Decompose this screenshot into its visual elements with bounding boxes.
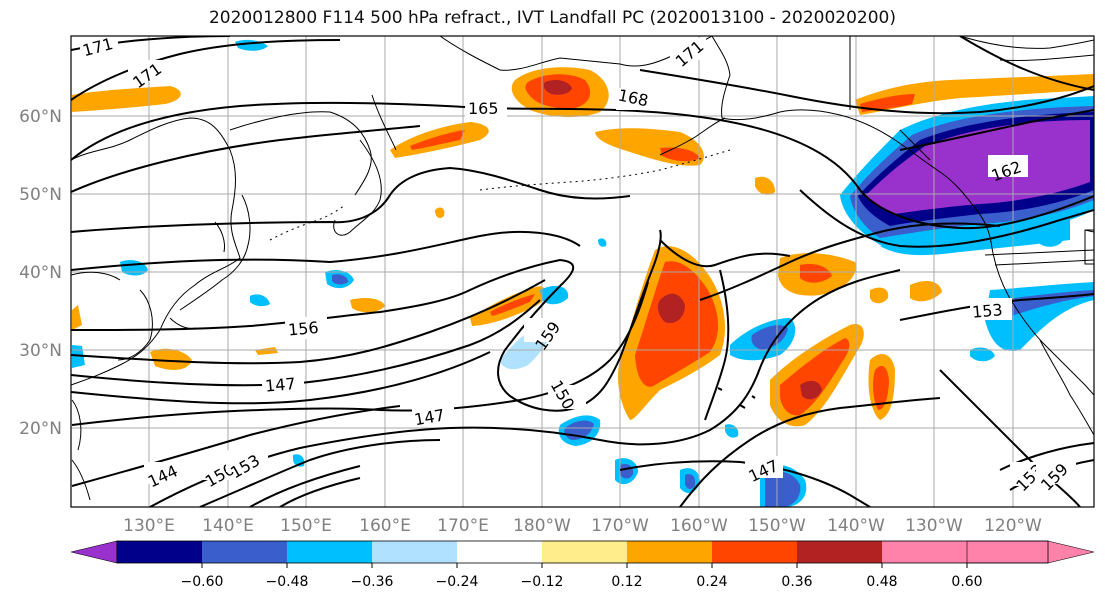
colorbar-segment [372, 541, 457, 563]
lon-label: 140°E [202, 516, 254, 536]
colorbar-right-extension [966, 540, 1095, 564]
colorbar-segment [797, 541, 882, 563]
colorbar-tick-label: −0.36 [351, 574, 394, 590]
colorbar-segment [202, 541, 287, 563]
colorbar-segment [882, 541, 967, 563]
lat-label: 20°N [19, 419, 62, 439]
colorbar-segment [457, 541, 542, 563]
lon-label: 150°E [280, 516, 332, 536]
longitude-labels: 130°E 140°E 150°E 160°E 170°E 180°W 170°… [123, 516, 1042, 536]
colorbar-tick-label: −0.48 [266, 574, 309, 590]
colorbar-tick-label: 0.48 [866, 574, 897, 590]
colorbar-tick-label: 0.12 [611, 574, 642, 590]
map-title: 2020012800 F114 500 hPa refract., IVT La… [208, 8, 896, 28]
colorbar-segment [712, 541, 797, 563]
lon-label: 120°W [984, 516, 1042, 536]
contour-label: 165 [468, 99, 499, 118]
colorbar: −0.60 −0.48 −0.36 −0.24 −0.12 0.12 0.24 … [70, 540, 1095, 590]
lon-label: 140°W [827, 516, 885, 536]
colorbar-segment [117, 541, 202, 563]
colorbar-segment [287, 541, 372, 563]
lon-label: 160°E [359, 516, 411, 536]
colorbar-tick-label: 0.36 [781, 574, 812, 590]
plot-frame [70, 35, 1095, 508]
lon-label: 150°W [748, 516, 806, 536]
lon-label: 180°W [513, 516, 571, 536]
contour-label: 147 [264, 374, 296, 396]
colorbar-segment [627, 541, 712, 563]
lon-label: 170°E [437, 516, 489, 536]
refractivity-contours [71, 36, 1094, 507]
colorbar-segment [542, 541, 627, 563]
lat-label: 60°N [19, 107, 62, 127]
colorbar-tick-label: −0.12 [521, 574, 564, 590]
lon-label: 130°E [123, 516, 175, 536]
contour-label: 156 [287, 318, 319, 340]
colorbar-left-extension [70, 540, 118, 564]
lat-label: 50°N [19, 185, 62, 205]
lon-label: 170°W [591, 516, 649, 536]
lon-label: 130°W [905, 516, 963, 536]
lat-label: 30°N [19, 341, 62, 361]
contour-label: 153 [971, 300, 1003, 322]
lat-label: 40°N [19, 263, 62, 283]
colorbar-tick-label: 0.60 [951, 574, 982, 590]
latitude-labels: 60°N 50°N 40°N 30°N 20°N [19, 107, 62, 439]
colorbar-tick-label: −0.24 [436, 574, 479, 590]
colorbar-tick-label: 0.24 [696, 574, 727, 590]
colorbar-tick-label: −0.60 [181, 574, 224, 590]
lon-label: 160°W [670, 516, 728, 536]
